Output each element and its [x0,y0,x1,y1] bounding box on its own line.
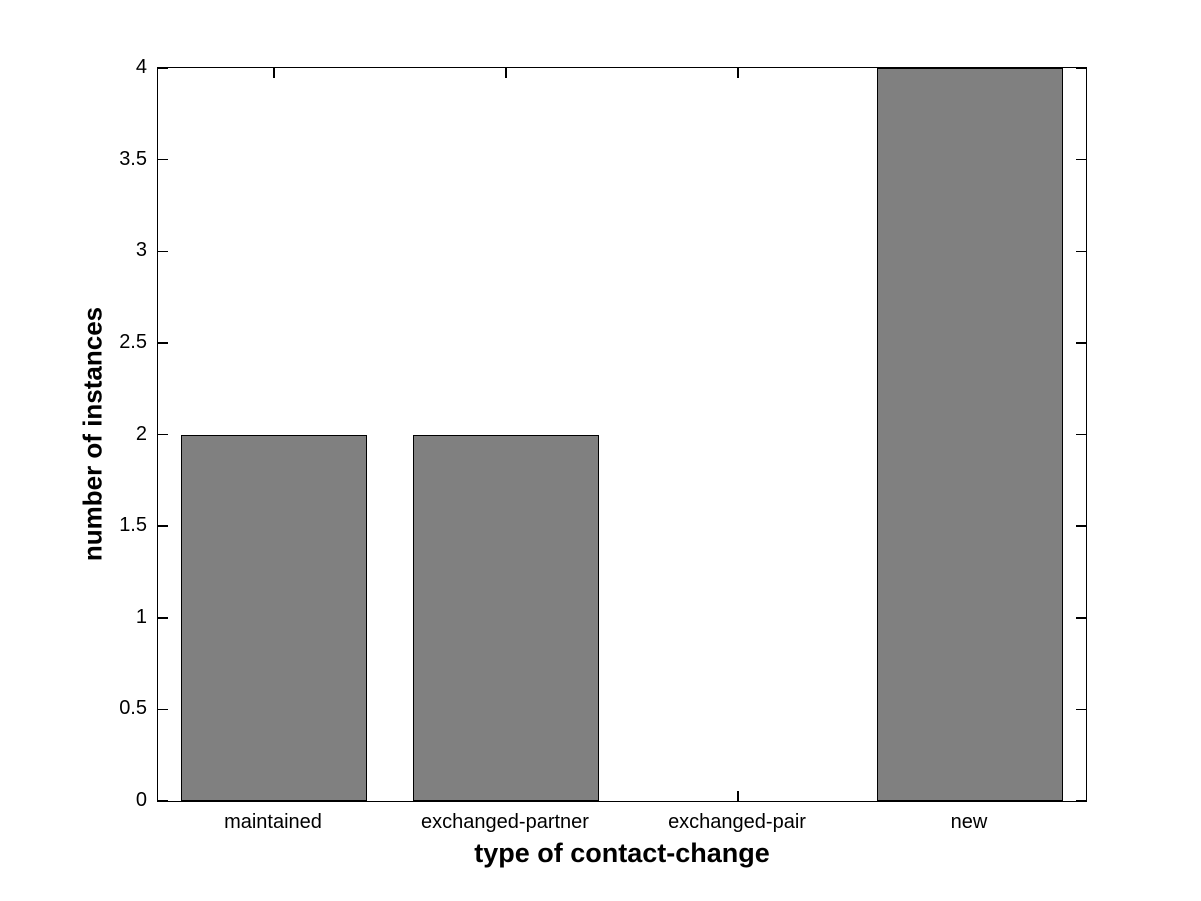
bar-exchanged-partner [413,434,599,801]
x-category-label: maintained [224,811,322,833]
y-axis-right-tick [1076,158,1086,161]
plot-area [157,67,1087,802]
y-tick-label: 3 [135,239,147,262]
y-axis-left-tick [158,708,168,711]
x-axis-top-tick [737,68,739,78]
x-category-label: exchanged-pair [668,811,806,833]
x-axis-top-tick [505,68,507,78]
y-axis-left-tick [158,158,168,161]
y-axis-left-tick [158,250,168,252]
x-axis-top-tick [273,68,275,78]
y-tick-label: 2 [135,422,147,445]
y-tick-label: 1.5 [119,514,147,537]
y-tick-label: 2.5 [119,330,147,353]
y-axis-right-tick [1076,708,1086,711]
y-axis-left-tick [158,617,168,619]
y-tick-label: 4 [135,56,147,78]
y-axis-right-tick [1076,67,1086,69]
y-tick-label: 1 [135,605,147,628]
y-axis-left-tick [158,67,168,69]
bar-maintained [181,434,367,801]
y-axis-left-tick [158,800,168,802]
x-axis-title: type of contact-change [474,838,770,868]
y-tick-label: 3.5 [119,147,147,170]
y-axis-right-tick [1076,433,1086,436]
y-axis-left-tick [158,525,168,527]
x-axis-bottom-tick [737,791,739,801]
y-tick-label: 0 [135,789,147,811]
y-axis-right-tick [1076,342,1086,344]
y-axis-right-tick [1076,525,1086,527]
y-axis-left-tick [158,342,168,344]
bar-new [877,68,1063,801]
x-category-label: exchanged-partner [421,811,589,833]
y-tick-label: 0.5 [119,697,147,720]
y-axis-right-tick [1076,800,1086,802]
y-axis-right-tick [1076,250,1086,252]
x-category-label: new [950,811,988,833]
y-axis-right-tick [1076,617,1086,619]
y-axis-left-tick [158,433,168,436]
